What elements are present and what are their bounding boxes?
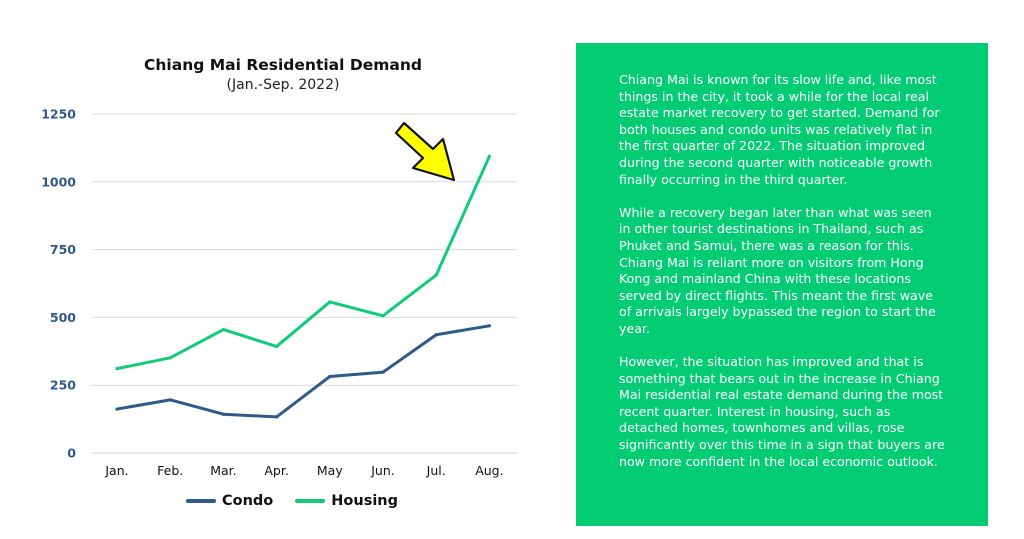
chart-title: Chiang Mai Residential Demand [144, 56, 422, 74]
x-tick-label: Jan. [104, 463, 128, 478]
x-tick-label: Aug. [475, 463, 503, 478]
legend-item-housing: Housing [295, 493, 398, 509]
data-point-condo [221, 412, 225, 416]
y-tick-label: 1000 [41, 174, 76, 189]
series-line-housing [115, 154, 491, 371]
y-tick-label: 250 [50, 378, 76, 393]
y-tick-label: 750 [50, 242, 76, 257]
arrow-icon [394, 121, 456, 182]
x-axis-ticks: Jan. Feb. Mar. Apr. May Jun. Jul. Aug. [104, 463, 503, 478]
x-tick-label: Mar. [210, 463, 236, 478]
x-tick-label: Feb. [157, 463, 183, 478]
gridlines [92, 113, 517, 454]
data-point-condo [115, 407, 119, 411]
legend: Condo Housing [186, 493, 398, 509]
series-line-condo [115, 324, 491, 419]
x-tick-label: Apr. [264, 463, 288, 478]
chart-subtitle: (Jan.-Sep. 2022) [226, 77, 340, 93]
data-point-housing [328, 300, 332, 304]
description-panel: Chiang Mai is known for its slow life an… [576, 43, 988, 526]
y-tick-label: 500 [50, 310, 76, 325]
x-tick-label: Jun. [370, 463, 395, 478]
paragraph-2: While a recovery began later than what w… [619, 204, 936, 336]
legend-label-condo: Condo [222, 493, 274, 509]
data-point-condo [434, 333, 438, 337]
data-point-condo [328, 374, 332, 379]
legend-swatch-condo [186, 499, 216, 503]
y-tick-label: 1250 [41, 107, 76, 122]
legend-swatch-housing [295, 499, 326, 503]
data-point-condo [381, 370, 385, 374]
data-point-housing [434, 273, 438, 277]
data-point-condo [168, 398, 172, 402]
x-tick-label: Jul. [426, 463, 446, 478]
data-point-housing [115, 367, 119, 371]
line-chart: 0 250 500 750 1000 1250 Jan. Feb. Mar. Apr. May Ju… [41, 107, 517, 478]
annotation-arrow [394, 121, 456, 182]
data-point-housing [221, 328, 225, 332]
data-point-housing [381, 314, 385, 318]
legend-label-housing: Housing [331, 493, 399, 509]
y-axis-ticks: 0 250 500 750 1000 1250 [41, 107, 76, 461]
data-point-housing [168, 356, 172, 360]
data-point-housing [487, 154, 491, 158]
series-lines [115, 154, 491, 419]
data-point-housing [275, 344, 279, 349]
chart-area: Chiang Mai Residential Demand (Jan.-Sep.… [41, 56, 517, 509]
paragraph-1: Chiang Mai is known for its slow life an… [619, 72, 940, 187]
paragraph-3: However, the situation has improved and … [619, 354, 945, 469]
legend-item-condo: Condo [186, 493, 273, 509]
data-point-condo [275, 415, 279, 419]
x-tick-label: May [317, 463, 343, 478]
data-point-condo [487, 324, 491, 328]
y-tick-label: 0 [67, 446, 76, 461]
